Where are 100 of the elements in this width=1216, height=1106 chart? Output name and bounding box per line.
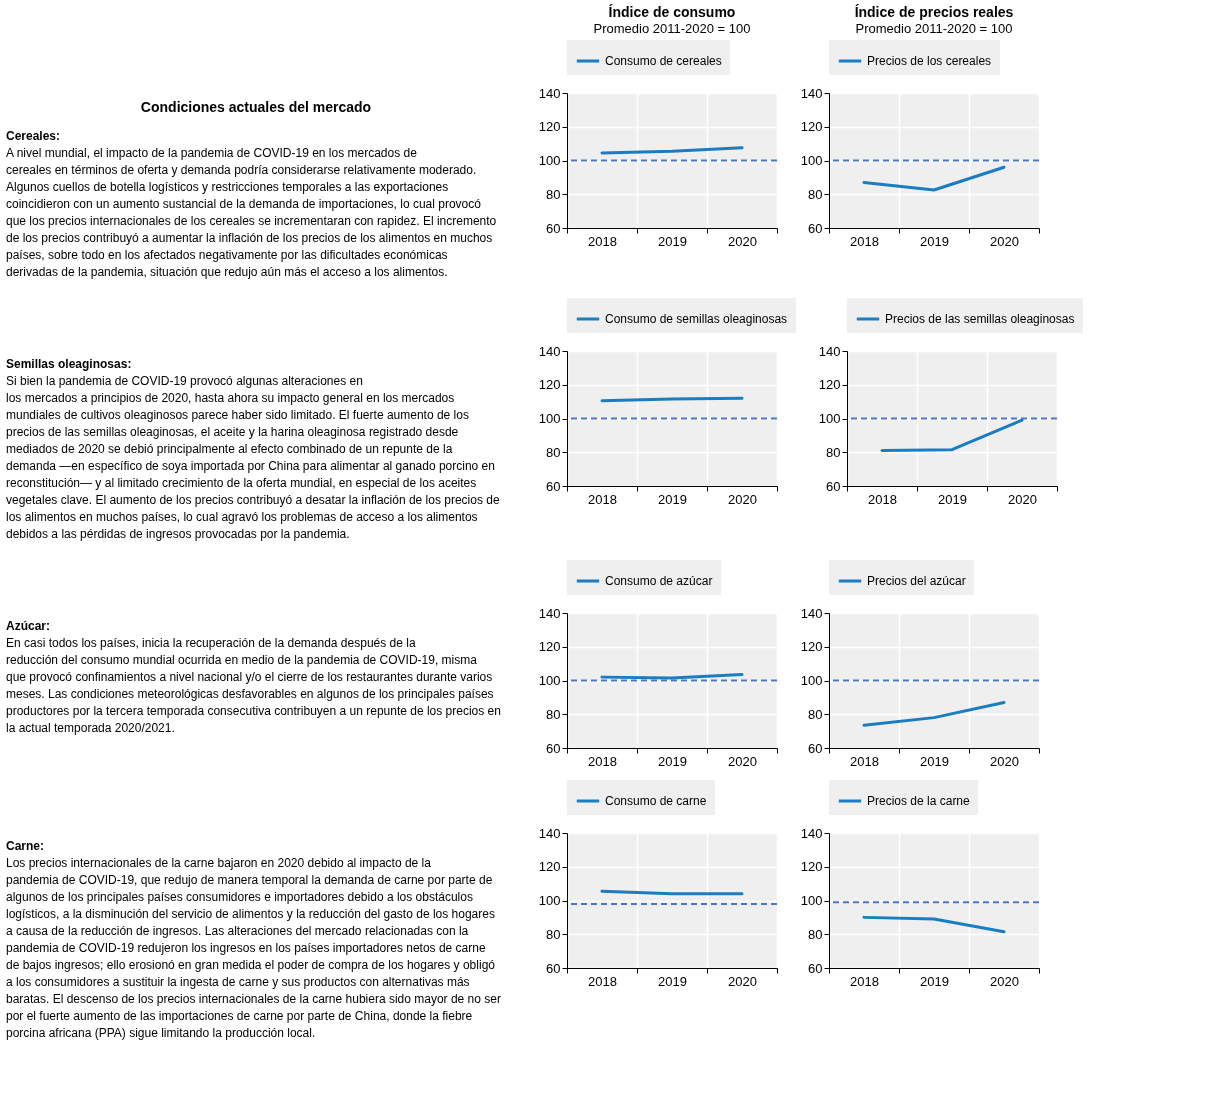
legend-label: Precios de los cereales	[867, 54, 992, 68]
text: que provocó confinamientos a nivel nacional y/o el cierre de los restaurantes durante varios	[6, 670, 493, 684]
y-tick-label: 80	[808, 926, 823, 942]
y-tick-label: 80	[546, 186, 561, 202]
legend-label: Consumo de semillas oleaginosas	[605, 312, 788, 326]
text: mediados de 2020 se debió principalmente al efecto combinado de un repunte de la	[6, 442, 453, 456]
x-tick-label: 2018	[850, 233, 879, 249]
x-tick-label: 2018	[868, 491, 897, 507]
x-tick-label: 2018	[588, 233, 617, 249]
chart-title: Índice de consumo	[608, 4, 736, 20]
y-tick-label: 60	[546, 740, 561, 756]
text: Los precios internacionales de la carne bajaron en 2020 debido al impacto de la	[6, 856, 432, 870]
x-tick-label: 2019	[920, 753, 949, 769]
y-tick-label: 140	[538, 85, 561, 101]
text: En casi todos los países, inicia la recuperación de la demanda después de la	[6, 636, 416, 650]
x-tick-label: 2020	[1008, 491, 1037, 507]
text: Azúcar:	[6, 619, 51, 633]
text: pandemia de COVID-19, que redujo de manera temporal la demanda de carne por parte de	[6, 873, 493, 887]
y-tick-label: 100	[538, 893, 561, 908]
text: pandemia de COVID-19 redujeron los ingresos en los países importadores netos de carne	[6, 941, 486, 955]
x-tick-label: 2018	[588, 491, 617, 507]
x-tick-label: 2018	[850, 973, 879, 989]
x-tick-label: 2020	[728, 233, 757, 249]
x-tick-label: 2019	[920, 973, 949, 989]
y-tick-label: 120	[538, 859, 561, 875]
y-tick-label: 140	[538, 343, 561, 359]
y-tick-label: 60	[546, 478, 561, 494]
y-tick-label: 60	[808, 740, 823, 756]
x-tick-label: 2019	[658, 753, 687, 769]
legend-label: Consumo de carne	[605, 794, 707, 808]
x-tick-label: 2019	[920, 233, 949, 249]
text: baratas. El descenso de los precios internacionales de la carne hubiera sido mayor de no ser	[6, 992, 501, 1006]
y-tick-label: 60	[546, 220, 561, 236]
y-tick-label: 140	[800, 85, 823, 101]
x-tick-label: 2020	[990, 973, 1019, 989]
x-tick-label: 2019	[658, 233, 687, 249]
text: cereales en términos de oferta y demanda podría considerarse relativamente moderado.	[6, 163, 477, 177]
y-tick-label: 80	[808, 186, 823, 202]
text: productores por la tercera temporada consecutiva contribuyen a un repunte de los precios en	[6, 704, 501, 718]
x-tick-label: 2018	[588, 753, 617, 769]
y-tick-label: 140	[800, 825, 823, 841]
text: demanda —en específico de soya importada por China para alimentar al ganado porcino en	[6, 459, 495, 473]
y-tick-label: 80	[546, 444, 561, 460]
text: logísticos, a la disminución del servicio de alimentos y la reducción del gasto de los hogares	[6, 907, 495, 921]
y-tick-label: 60	[808, 960, 823, 976]
text: derivadas de la pandemia, situación que redujo aún más el acceso a los alimentos.	[6, 265, 448, 279]
text: que los precios internacionales de los cereales se incrementaran con rapidez. El incremento	[6, 214, 497, 228]
y-tick-label: 120	[818, 377, 841, 393]
legend-label: Precios de las semillas oleaginosas	[885, 312, 1075, 326]
text: mundiales de cultivos oleaginosos parece haber sido limitado. El fuerte aumento de los	[6, 408, 469, 422]
x-tick-label: 2019	[938, 491, 967, 507]
y-tick-label: 60	[546, 960, 561, 976]
y-tick-label: 100	[800, 673, 823, 688]
y-tick-label: 140	[538, 605, 561, 621]
y-tick-label: 140	[818, 343, 841, 359]
y-tick-label: 120	[800, 859, 823, 875]
legend-label: Consumo de cereales	[605, 54, 722, 68]
text: a los consumidores a sustituir la ingesta de carne y sus productos con alternativas más	[6, 975, 470, 989]
y-tick-label: 60	[826, 478, 841, 494]
text: debidos a las pérdidas de ingresos provocadas por la pandemia.	[6, 527, 350, 541]
chart-subtitle: Promedio 2011-2020 = 100	[593, 21, 751, 36]
x-tick-label: 2018	[850, 753, 879, 769]
legend-label: Consumo de azúcar	[605, 574, 713, 588]
y-tick-label: 60	[808, 220, 823, 236]
text: precios de las semillas oleaginosas, el aceite y la harina oleaginosa registrado desde	[6, 425, 459, 439]
text: Algunos cuellos de botella logísticos y restricciones temporales a las exportaciones	[6, 180, 449, 194]
x-tick-label: 2020	[728, 973, 757, 989]
x-tick-label: 2019	[658, 491, 687, 507]
text: meses. Las condiciones meteorológicas desfavorables en algunos de los principales países	[6, 687, 494, 701]
text: reconstitución— y al limitado crecimiento de la oferta mundial, en especial de los aceites	[6, 476, 477, 490]
text: los mercados a principios de 2020, hasta ahora su impacto general en los mercados	[6, 391, 455, 405]
y-tick-label: 100	[538, 673, 561, 688]
text: países, sobre todo en los afectados negativamente por las dificultades económicas	[6, 248, 448, 262]
y-tick-label: 140	[800, 605, 823, 621]
y-tick-label: 80	[808, 706, 823, 722]
y-tick-label: 120	[538, 639, 561, 655]
y-tick-label: 100	[538, 153, 561, 168]
text: algunos de los principales países consumidores e importadores debido a los obstáculos	[6, 890, 473, 904]
text: Condiciones actuales del mercado	[140, 99, 372, 115]
x-tick-label: 2019	[658, 973, 687, 989]
y-tick-label: 100	[538, 411, 561, 426]
y-tick-label: 80	[826, 444, 841, 460]
y-tick-label: 100	[800, 153, 823, 168]
chart-title: Índice de precios reales	[854, 4, 1014, 20]
text: coincidieron con un aumento sustancial de la demanda de importaciones, lo cual provocó	[6, 197, 482, 211]
text: los alimentos en muchos países, lo cual agravó los problemas de acceso a los alimentos	[6, 510, 478, 524]
text: de los precios contribuyó a aumentar la inflación de los precios de los alimentos en muchos	[6, 231, 493, 245]
text: porcina africana (PPA) sigue limitando la producción local.	[6, 1026, 316, 1040]
y-tick-label: 120	[800, 119, 823, 135]
text: Semillas oleaginosas:	[6, 357, 132, 371]
x-tick-label: 2020	[728, 491, 757, 507]
y-tick-label: 140	[538, 825, 561, 841]
text: reducción del consumo mundial ocurrida en medio de la pandemia de COVID-19, misma	[6, 653, 478, 667]
text: Cereales:	[6, 129, 61, 143]
text: a causa de la reducción de ingresos. Las alteraciones del mercado relacionadas con la	[6, 924, 469, 938]
legend-label: Precios del azúcar	[867, 574, 966, 588]
text: de bajos ingresos; ello erosionó en gran medida el poder de compra de los hogares y obligó	[6, 958, 496, 972]
text: la actual temporada 2020/2021.	[6, 721, 175, 735]
x-tick-label: 2020	[990, 753, 1019, 769]
y-tick-label: 100	[800, 893, 823, 908]
